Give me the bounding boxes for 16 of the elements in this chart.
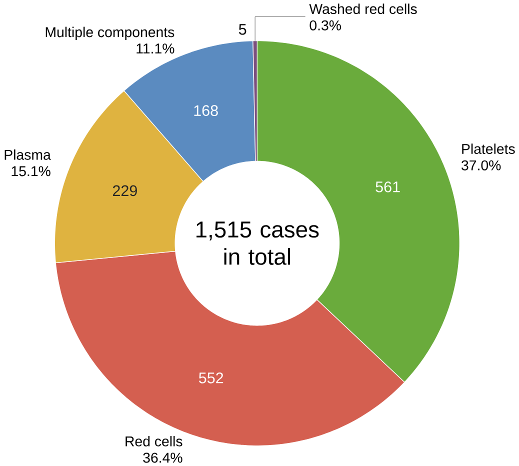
slice-label: Platelets: [462, 143, 515, 154]
text: 0.3%: [310, 20, 341, 30]
slice-label: Multiple components: [46, 26, 174, 40]
slice-label: Plasma: [4, 149, 51, 160]
data-label: 229: [112, 185, 137, 196]
data-label: 561: [376, 181, 400, 192]
data-label: 5: [238, 24, 246, 35]
text: 37.0%: [462, 160, 501, 170]
text: 36.4%: [143, 452, 182, 463]
text: 1,515 cases in total: [196, 221, 319, 265]
data-label: 168: [194, 104, 218, 116]
text: 11.1%: [136, 43, 174, 54]
slice-label: Red cells: [126, 436, 182, 446]
data-label: 552: [198, 372, 224, 384]
slice-label: Washed red cells: [309, 3, 417, 14]
text: 15.1%: [12, 166, 50, 176]
